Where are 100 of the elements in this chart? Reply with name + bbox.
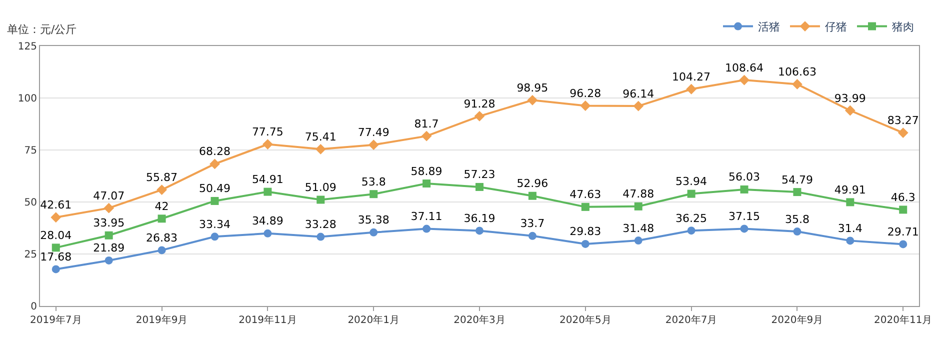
y-axis-title: 单位：元/公斤 [7,23,77,36]
point [687,226,696,235]
point [104,231,113,240]
data-label: 98.95 [516,81,548,94]
y-tick-label: 100 [18,94,37,104]
x-tick-label: 2020年11月 [874,314,932,326]
point [370,228,378,236]
data-label: 53.94 [676,175,708,188]
point [316,196,325,204]
point [898,128,908,138]
data-label: 52.96 [516,177,548,190]
data-label: 96.28 [570,86,602,100]
x-tick-label: 2020年3月 [454,314,506,326]
data-label: 56.03 [728,170,760,184]
point [370,190,378,198]
data-label: 57.23 [464,168,496,182]
point [50,212,62,223]
point [474,110,485,122]
legend-label: 活猪 [758,20,780,34]
data-label: 81.7 [414,117,439,130]
point [899,206,908,214]
point [210,196,219,205]
data-label: 36.19 [464,212,496,225]
data-label: 75.41 [304,130,336,144]
point [52,265,60,274]
data-label: 51.09 [304,180,336,194]
data-label: 42 [154,200,169,213]
point [421,130,432,142]
data-label: 50.49 [198,182,230,196]
point [899,240,908,248]
data-label: 26.83 [146,231,178,244]
data-label: 54.79 [781,173,813,186]
point [793,188,802,196]
y-tick-label: 0 [30,302,37,312]
data-label: 28.04 [40,228,72,242]
data-label: 35.38 [358,214,390,227]
y-tick-label: 75 [24,146,37,156]
point [158,246,166,254]
point [527,94,538,106]
data-label: 33.34 [198,218,230,231]
point [634,236,642,245]
point [528,232,536,240]
x-tick-label: 2019年7月 [30,314,82,326]
data-label: 83.27 [887,114,919,128]
point [264,229,272,238]
data-label: 91.28 [464,97,496,110]
point [740,185,748,194]
point [581,240,590,248]
data-label: 55.87 [146,171,178,184]
point [793,228,802,236]
data-label: 36.25 [676,212,708,225]
data-label: 34.89 [252,214,284,228]
data-label: 21.89 [93,242,125,255]
point [687,190,696,198]
point [422,180,431,188]
data-label: 104.27 [672,70,711,84]
point [844,105,856,116]
point [156,184,167,195]
point [52,244,60,252]
x-tick-label: 2019年11月 [238,314,297,326]
point [581,202,590,211]
point [528,192,536,200]
point [104,256,113,264]
point [476,226,484,235]
point [316,232,325,241]
data-label: 31.48 [622,222,654,235]
data-label: 49.91 [834,183,866,196]
point [634,202,642,210]
point [368,140,379,150]
data-label: 77.75 [252,126,284,139]
point [210,158,220,170]
point [104,202,114,214]
data-label: 33.28 [304,218,336,232]
point [686,84,697,94]
legend-label: 猪肉 [892,20,914,34]
data-label: 58.89 [410,164,442,178]
point [792,79,802,90]
data-label: 29.83 [570,225,602,238]
data-label: 93.99 [834,92,866,105]
point [633,100,644,112]
data-label: 31.4 [838,222,862,235]
y-tick-label: 25 [24,250,37,260]
data-label: 33.7 [520,217,545,230]
data-label: 77.49 [358,126,390,140]
data-label: 33.95 [93,216,125,230]
data-label: 29.71 [887,225,919,238]
point [264,188,272,196]
data-label: 106.63 [778,65,816,78]
legend-label: 仔猪 [825,20,847,34]
x-tick-label: 2020年1月 [348,314,400,326]
data-label: 42.61 [40,198,72,212]
data-label: 47.07 [93,189,125,202]
point [158,214,166,223]
point [476,182,484,191]
data-label: 68.28 [198,145,230,158]
point [262,139,273,150]
data-label: 37.11 [410,210,442,224]
y-tick-label: 125 [18,42,37,52]
point [846,198,854,206]
data-label: 47.63 [570,188,602,202]
